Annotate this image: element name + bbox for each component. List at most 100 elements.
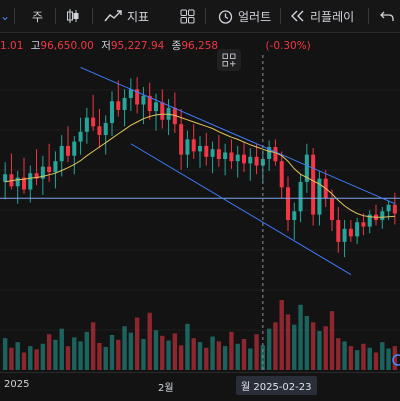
x-tick-label: 2월	[158, 383, 174, 394]
layout-icon	[180, 9, 195, 23]
candle-body	[179, 124, 184, 155]
volume-bar	[134, 317, 140, 370]
volume-bar	[392, 346, 398, 370]
channel-upper-line	[80, 66, 396, 205]
chart-type-button[interactable]	[66, 0, 80, 32]
candle-body	[223, 152, 228, 160]
candle-body	[210, 149, 215, 157]
candle-body	[367, 214, 372, 227]
volume-bar	[21, 352, 27, 370]
indicators-button[interactable]: 지표	[104, 0, 149, 32]
timeframe-label: 주	[32, 9, 44, 24]
candle-body	[147, 95, 152, 112]
time-axis[interactable]: 2025 2월 월 2025-02-23	[0, 372, 400, 401]
chart-toolbar: ⌄ 주 지표 얼러트 리플	[0, 0, 400, 33]
volume-bar	[78, 341, 83, 370]
candle-body	[135, 89, 140, 105]
volume-bar	[342, 341, 347, 370]
toolbar-separator	[55, 8, 56, 24]
layout-button[interactable]	[180, 0, 195, 32]
low-value: 95,227.94	[110, 40, 165, 52]
candle-body	[191, 139, 196, 152]
candle-body	[185, 139, 190, 155]
volume-bar	[40, 343, 46, 370]
crosshair-time-label: 월 2025-02-23	[236, 376, 317, 395]
candle-body	[59, 145, 64, 162]
volume-bar	[323, 326, 328, 370]
candle-body	[342, 228, 347, 242]
candle-body	[361, 222, 366, 227]
toolbar-separator	[205, 8, 206, 24]
candle-body	[91, 117, 96, 127]
candle-body	[229, 152, 234, 162]
open-value: 1.01	[0, 40, 24, 52]
candle-body	[380, 211, 385, 221]
candle-body	[304, 154, 309, 182]
volume-bar	[147, 312, 152, 370]
volume-bar	[34, 349, 39, 370]
volume-bar	[59, 328, 64, 370]
volume-bar	[53, 339, 58, 370]
volume-bar	[72, 337, 77, 370]
alert-label: 얼러트	[238, 9, 272, 24]
volume-bar	[310, 322, 316, 370]
high-value: 96,650.00	[40, 40, 94, 52]
volume-bar	[128, 332, 134, 370]
volume-bar	[222, 346, 228, 370]
chevron-down-icon: ⌄	[0, 9, 11, 23]
candle-body	[84, 117, 89, 132]
moving-average-line	[5, 113, 395, 218]
volume-bar	[166, 340, 171, 370]
volume-bar	[153, 330, 159, 370]
candle-body	[128, 89, 133, 98]
volume-bar	[367, 347, 372, 370]
candle-body	[53, 161, 58, 173]
volume-bar	[216, 341, 222, 370]
undo-icon	[380, 11, 394, 21]
candle-body	[97, 126, 102, 136]
alert-button[interactable]: 얼러트	[218, 0, 271, 32]
candle-body	[109, 101, 115, 124]
candle-body	[311, 154, 316, 215]
candle-body	[166, 107, 171, 120]
channel-lower-line	[130, 143, 352, 275]
volume-bar	[229, 331, 234, 370]
volume-bar	[103, 346, 108, 370]
volume-bar	[285, 314, 291, 370]
volume-bar	[317, 331, 322, 370]
volume-bar	[248, 348, 253, 370]
volume-bar	[235, 343, 240, 370]
volume-bar	[185, 323, 190, 370]
volume-bars	[2, 300, 398, 370]
last-price-dot	[392, 354, 400, 366]
candle-body	[28, 173, 33, 190]
change-value: (-0.30%)	[265, 40, 311, 52]
symbol-chevron[interactable]: ⌄	[0, 0, 10, 32]
volume-bar	[172, 333, 178, 370]
high-label: 고	[30, 40, 41, 52]
volume-bar	[84, 331, 90, 370]
volume-bar	[329, 311, 335, 370]
volume-bar	[210, 336, 215, 370]
candle-body	[336, 220, 341, 242]
candle-body	[348, 228, 353, 237]
candle-body	[72, 141, 77, 156]
add-indicator-button[interactable]	[217, 49, 241, 71]
replay-button[interactable]: 리플레이	[291, 0, 354, 32]
volume-bar	[204, 347, 209, 370]
candle-body	[241, 154, 247, 164]
volume-bar	[160, 335, 165, 370]
volume-bar	[28, 346, 33, 370]
candle-body	[172, 107, 177, 125]
ohlc-legend: 1.01 고96,650.00 저95,227.94 종96,258 (-0.3…	[0, 38, 400, 54]
timeframe-button[interactable]: 주	[32, 0, 43, 32]
volume-bar	[386, 348, 391, 370]
undo-button[interactable]	[380, 0, 394, 32]
close-label: 종	[171, 40, 182, 52]
volume-bar	[97, 342, 102, 370]
candle-body	[197, 145, 203, 152]
candle-body	[260, 159, 265, 166]
volume-bar	[197, 342, 203, 370]
volume-bar	[65, 346, 71, 370]
